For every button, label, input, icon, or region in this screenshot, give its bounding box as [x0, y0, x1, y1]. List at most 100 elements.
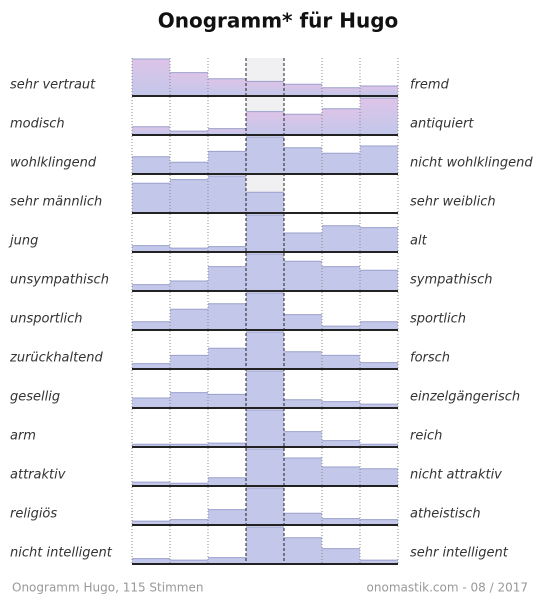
bar [132, 59, 170, 95]
right-label: alt [410, 234, 428, 249]
right-label: fremd [410, 78, 450, 93]
bar [322, 440, 360, 446]
bar [284, 458, 322, 485]
bar [132, 521, 170, 524]
left-label: unsympathisch [10, 273, 109, 288]
left-label: wohlklingend [10, 156, 97, 171]
bar [322, 518, 360, 524]
bar [170, 392, 208, 407]
bar [208, 176, 246, 212]
bar [170, 560, 208, 563]
bar [360, 146, 398, 173]
bar [284, 147, 322, 173]
bar [284, 233, 322, 251]
left-label: nicht intelligent [10, 546, 113, 561]
bar [284, 351, 322, 368]
bar [170, 179, 208, 212]
bar [246, 215, 284, 251]
bar [208, 443, 246, 446]
bar [360, 86, 398, 95]
bar [170, 72, 208, 95]
bar [132, 321, 170, 329]
bar [360, 519, 398, 524]
bar [322, 355, 360, 368]
left-label: zurückhaltend [9, 351, 103, 366]
right-label: sehr intelligent [410, 546, 509, 561]
left-label: sehr vertraut [10, 78, 96, 93]
bar [132, 126, 170, 134]
bar [322, 153, 360, 173]
bar [284, 399, 322, 407]
bar [208, 303, 246, 329]
bar [322, 326, 360, 329]
bar [246, 332, 284, 368]
bar [284, 314, 322, 329]
bar [132, 558, 170, 563]
bar [170, 248, 208, 251]
left-label: religiös [10, 507, 57, 522]
bar [322, 266, 360, 290]
bar [170, 281, 208, 290]
bar [208, 394, 246, 407]
right-label: reich [410, 429, 442, 444]
bar [132, 482, 170, 485]
bar [208, 151, 246, 173]
bar [170, 483, 208, 485]
bar [208, 246, 246, 251]
bar [132, 398, 170, 407]
left-label: arm [10, 429, 36, 444]
bar [170, 131, 208, 134]
right-label: nicht attraktiv [410, 468, 502, 483]
right-label: forsch [410, 351, 450, 366]
bar [170, 355, 208, 368]
bar [170, 444, 208, 446]
bar [132, 183, 170, 212]
chart-title: Onogramm* für Hugo [158, 9, 399, 33]
right-label: antiquiert [410, 117, 474, 132]
left-label: unsportlich [10, 312, 83, 327]
bar [360, 270, 398, 290]
bar [246, 527, 284, 563]
footer-left: Onogramm Hugo, 115 Stimmen [12, 581, 203, 595]
bar [284, 261, 322, 290]
bar [246, 371, 284, 407]
bar [322, 87, 360, 95]
bar [170, 162, 208, 173]
right-label: sehr weiblich [410, 195, 496, 210]
right-label: sportlich [410, 312, 466, 327]
bar [284, 431, 322, 446]
right-label: atheistisch [410, 507, 481, 522]
bar [132, 156, 170, 173]
bar [360, 362, 398, 368]
bar [360, 444, 398, 446]
bar [132, 245, 170, 251]
bar [360, 560, 398, 563]
bar [360, 98, 398, 134]
bar [132, 363, 170, 368]
right-label: nicht wohlklingend [410, 156, 533, 171]
left-label: gesellig [10, 390, 60, 405]
bar [360, 227, 398, 251]
left-label: attraktiv [10, 468, 66, 483]
bar [246, 192, 284, 212]
bar [246, 410, 284, 446]
bar [360, 321, 398, 329]
bar [322, 467, 360, 485]
bar [246, 293, 284, 329]
bar [208, 557, 246, 563]
left-label: jung [8, 234, 38, 249]
right-label: sympathisch [410, 273, 492, 288]
bar [284, 114, 322, 134]
bar [208, 509, 246, 524]
bar [246, 111, 284, 134]
bar [208, 348, 246, 368]
bar [208, 128, 246, 134]
bar [246, 137, 284, 173]
bar [322, 225, 360, 251]
bar [246, 449, 284, 485]
bar [208, 477, 246, 485]
bar [360, 468, 398, 485]
left-label: sehr männlich [10, 195, 102, 210]
bar [208, 78, 246, 95]
bar [284, 537, 322, 563]
